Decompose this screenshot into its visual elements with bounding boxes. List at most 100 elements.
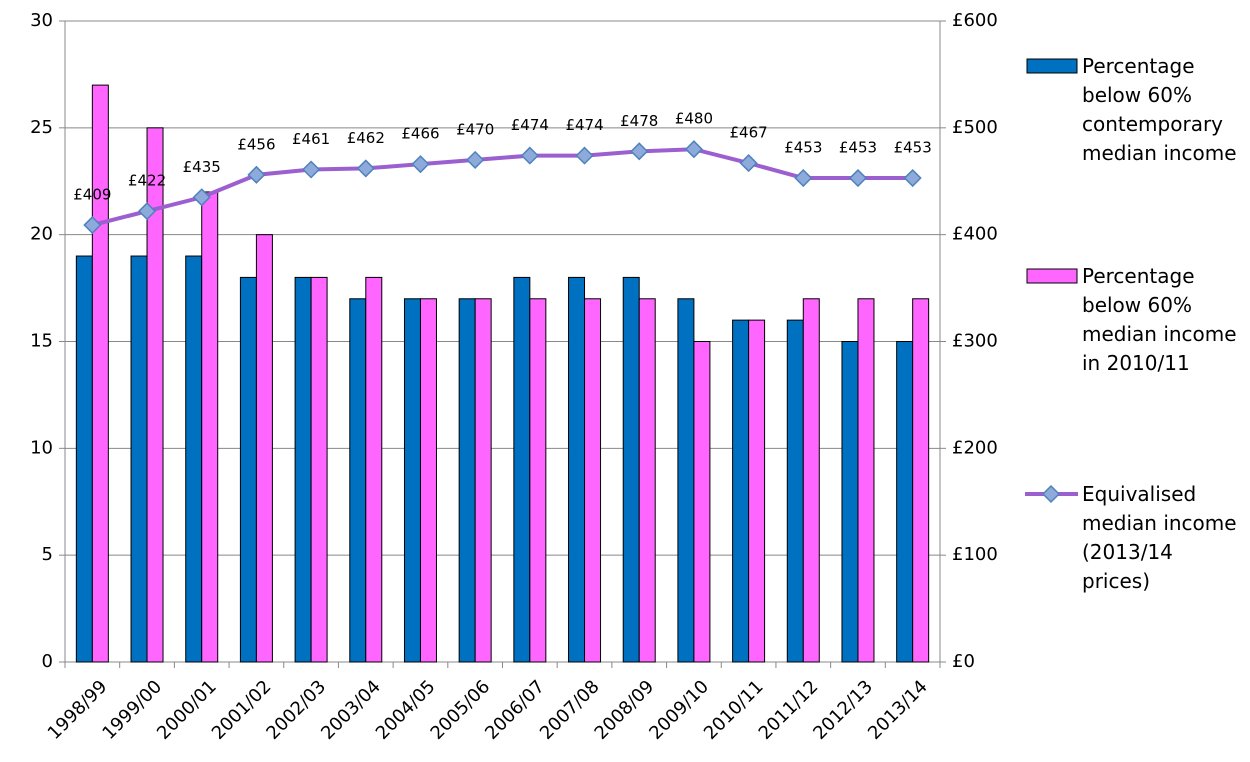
bar — [896, 341, 914, 663]
marker — [739, 154, 758, 173]
x-tick-label: 2009/10 — [645, 676, 713, 744]
y-tick-label: 25 — [30, 117, 53, 138]
bar — [474, 298, 492, 663]
marker — [794, 168, 813, 188]
x-tick-label: 2004/05 — [372, 676, 440, 744]
value-label: £409 — [73, 186, 111, 204]
y-tick-label: 10 — [30, 437, 53, 458]
bar — [130, 255, 148, 663]
value-label: £466 — [401, 125, 439, 143]
value-label: £453 — [894, 139, 932, 157]
x-tick-label: 2013/14 — [864, 676, 932, 744]
x-tick-label: 1999/00 — [98, 676, 166, 744]
marker — [137, 202, 157, 221]
bar — [75, 255, 93, 663]
bar — [912, 298, 930, 663]
line-series — [91, 147, 913, 227]
x-tick-label: 2012/13 — [809, 676, 877, 744]
x-tick-label: 1998/99 — [44, 676, 112, 744]
marker — [302, 160, 321, 179]
x-tick-label: 2005/06 — [426, 676, 494, 744]
value-label: £478 — [620, 112, 658, 130]
marker — [630, 142, 649, 161]
x-tick-label: 2000/01 — [153, 676, 221, 744]
bar — [693, 341, 711, 663]
bar — [622, 276, 640, 663]
bar — [732, 319, 750, 663]
y2-tick-label: £0 — [952, 651, 975, 672]
legend-swatch — [1026, 58, 1078, 74]
value-label: £480 — [675, 110, 713, 128]
bar — [513, 276, 531, 663]
bar — [568, 276, 586, 663]
bar — [185, 255, 203, 663]
y-tick-label: 15 — [30, 331, 53, 352]
bar — [458, 298, 476, 663]
value-label: £422 — [128, 172, 166, 190]
bar — [349, 298, 367, 663]
value-label: £453 — [839, 139, 877, 157]
value-label: £467 — [730, 124, 768, 142]
bar — [748, 319, 766, 663]
x-tick-label: 2001/02 — [208, 676, 276, 744]
y-tick-label: 5 — [42, 544, 53, 565]
bar — [255, 234, 273, 663]
bar — [638, 298, 656, 663]
marker — [247, 165, 266, 184]
legend-swatch — [1026, 268, 1078, 284]
x-tick-label: 2008/09 — [591, 676, 659, 744]
value-label: £474 — [511, 116, 549, 134]
marker — [684, 140, 703, 159]
value-label: £461 — [292, 130, 330, 148]
legend-label: Percentage below 60% contemporary median… — [1082, 54, 1237, 165]
bar — [201, 191, 219, 663]
y-tick-label: 20 — [30, 224, 53, 245]
y-tick-label: 0 — [42, 651, 53, 672]
x-tick-label: 2010/11 — [700, 676, 768, 744]
marker — [903, 168, 922, 188]
y2-tick-label: £500 — [952, 117, 998, 138]
marker — [466, 150, 485, 169]
marker — [83, 215, 102, 235]
bar — [146, 127, 164, 663]
value-label: £474 — [565, 116, 603, 134]
x-tick-label: 2011/12 — [755, 676, 823, 744]
legend-marker — [1041, 484, 1061, 504]
bar — [365, 276, 383, 663]
x-tick-label: 2007/08 — [536, 676, 604, 744]
y2-tick-label: £300 — [952, 331, 998, 352]
y-tick-label: 30 — [30, 10, 53, 31]
x-tick-label: 2006/07 — [481, 676, 549, 744]
bar — [294, 276, 312, 663]
x-tick-label: 2002/03 — [262, 676, 330, 744]
bar — [529, 298, 547, 663]
marker — [356, 159, 375, 178]
legend-label: Percentage below 60% median income in 20… — [1082, 264, 1237, 375]
marker — [192, 188, 211, 207]
value-label: £462 — [347, 129, 385, 147]
y2-tick-label: £400 — [952, 224, 998, 245]
marker — [520, 146, 539, 165]
value-label: £435 — [183, 158, 221, 176]
marker — [575, 146, 594, 165]
marker — [848, 168, 868, 188]
bar — [310, 276, 328, 663]
bar — [239, 276, 257, 663]
legend-label: Equivalised median income (2013/14 price… — [1082, 482, 1237, 593]
bar — [841, 341, 859, 663]
bar — [677, 298, 695, 663]
marker — [411, 155, 430, 174]
y2-tick-label: £100 — [952, 544, 998, 565]
y2-tick-label: £600 — [952, 10, 998, 31]
value-label: £456 — [237, 135, 275, 153]
bar — [786, 319, 804, 663]
x-tick-label: 2003/04 — [317, 676, 385, 744]
bar — [584, 298, 602, 663]
bar — [91, 84, 109, 663]
bar — [857, 298, 875, 663]
y2-tick-label: £200 — [952, 437, 998, 458]
bar — [403, 298, 421, 663]
value-label: £453 — [784, 139, 822, 157]
